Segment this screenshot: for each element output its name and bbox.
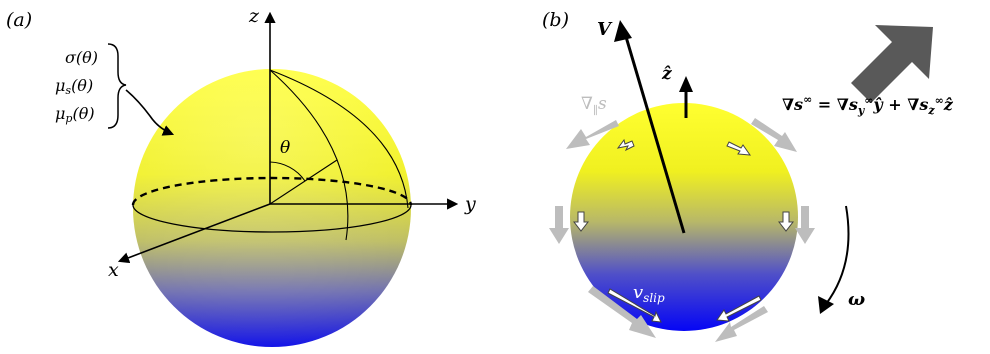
equator-front — [132, 204, 412, 233]
y-axis-label: y — [464, 193, 476, 215]
grad-parallel-label: ∇∥s — [581, 94, 607, 117]
gray-arrow-top-right — [751, 118, 797, 152]
slip-arrow-right — [777, 211, 795, 232]
x-axis-label: x — [108, 259, 119, 281]
mu-p-label: μp(θ) — [55, 104, 95, 125]
theta-label: θ — [280, 138, 290, 158]
brace — [107, 43, 127, 129]
gray-arrow-bottom-right — [715, 306, 768, 342]
z-axis-label: z — [248, 5, 260, 27]
omega-arrow — [825, 205, 850, 305]
gray-arrow-right — [795, 206, 815, 244]
slip-arrow-left — [572, 211, 590, 232]
panel-b-label: (b) — [542, 9, 569, 31]
sphere-b — [570, 103, 798, 331]
theta-arc — [269, 161, 306, 182]
inner-slip-arrows — [572, 138, 795, 323]
slip-arrow-bottom-left — [607, 288, 662, 323]
panel-b: (b) V ẑ ∇∥s v — [542, 9, 954, 342]
equation: ∇s∞ = ∇sy∞ŷ + ∇sz∞ẑ — [782, 93, 954, 117]
pointer-arrow — [125, 89, 175, 136]
outer-gray-arrows — [549, 118, 815, 342]
velocity-arrow — [622, 29, 686, 234]
equator-back-dashed — [131, 176, 413, 206]
meridian-arc-inner — [269, 69, 349, 241]
sphere-a-highlight — [133, 69, 411, 347]
velocity-arrowhead — [614, 20, 632, 42]
meridian-arc-outer — [269, 69, 409, 209]
panel-a: (a) θ z y x σ(θ) μs(θ) μp(θ) — [6, 5, 476, 347]
sigma-label: σ(θ) — [65, 48, 98, 67]
v-slip-label: vslip — [633, 282, 665, 305]
gray-arrow-left — [549, 206, 569, 244]
z-hat-arrowhead — [679, 76, 693, 92]
velocity-label: V — [597, 19, 613, 40]
omega-arrowhead — [818, 296, 834, 314]
x-axis — [117, 203, 271, 264]
omega-label: ω — [848, 289, 865, 310]
z-hat-label: ẑ — [661, 64, 672, 84]
radius-line — [269, 159, 338, 205]
gray-arrow-bottom-left — [588, 286, 656, 338]
big-gradient-arrow — [851, 25, 933, 103]
slip-arrow-bottom-right — [716, 295, 762, 322]
slip-arrow-top-right — [726, 141, 752, 156]
panel-a-label: (a) — [6, 9, 32, 31]
slip-arrow-top-left — [616, 138, 635, 152]
gray-arrow-top-left — [566, 120, 619, 149]
mu-s-label: μs(θ) — [55, 76, 93, 97]
